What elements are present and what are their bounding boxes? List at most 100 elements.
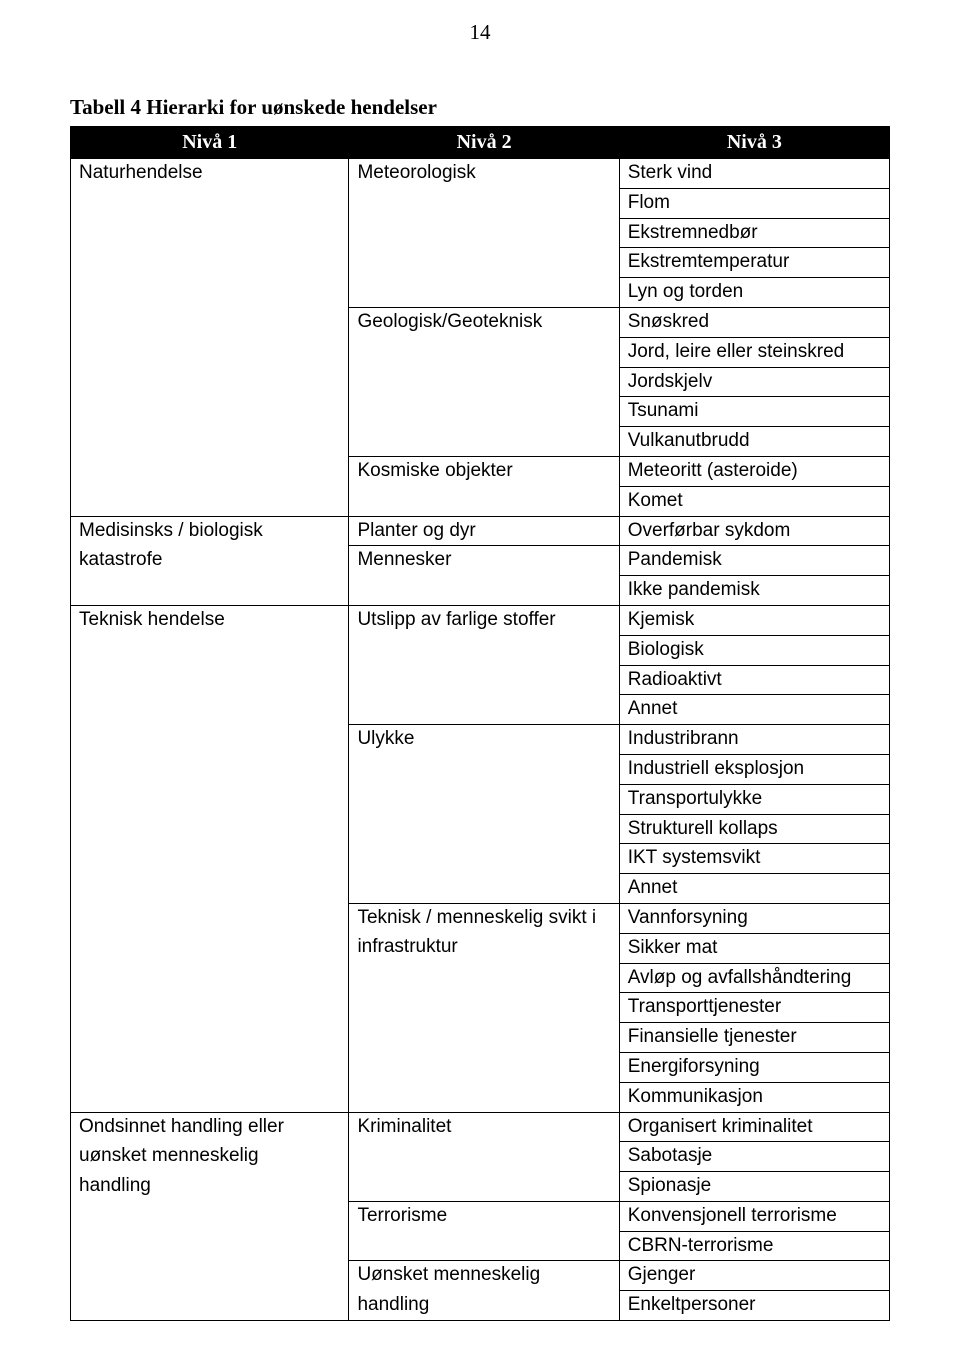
cell-nivaa3: Sabotasje: [619, 1142, 889, 1172]
table-row: Finansielle tjenester: [71, 1023, 890, 1053]
table-row: NaturhendelseMeteorologiskSterk vind: [71, 159, 890, 189]
table-row: Ondsinnet handling ellerKriminalitetOrga…: [71, 1112, 890, 1142]
table-row: TerrorismeKonvensjonell terrorisme: [71, 1201, 890, 1231]
table-header-row: Nivå 1 Nivå 2 Nivå 3: [71, 127, 890, 159]
cell-nivaa2: Kriminalitet: [349, 1112, 619, 1142]
cell-nivaa1: [71, 814, 349, 844]
cell-nivaa2: Uønsket menneskelig: [349, 1261, 619, 1291]
cell-nivaa2: [349, 635, 619, 665]
cell-nivaa2: [349, 963, 619, 993]
table-row: handlingEnkeltpersoner: [71, 1291, 890, 1321]
cell-nivaa1: [71, 427, 349, 457]
table-row: Vulkanutbrudd: [71, 427, 890, 457]
table-row: Teknisk hendelseUtslipp av farlige stoff…: [71, 605, 890, 635]
cell-nivaa3: Annet: [619, 695, 889, 725]
table-row: Komet: [71, 486, 890, 516]
cell-nivaa1: [71, 963, 349, 993]
cell-nivaa1: [71, 1291, 349, 1321]
table-row: Annet: [71, 874, 890, 904]
cell-nivaa2: Utslipp av farlige stoffer: [349, 605, 619, 635]
table-row: Avløp og avfallshåndtering: [71, 963, 890, 993]
cell-nivaa3: Enkeltpersoner: [619, 1291, 889, 1321]
table-title: Tabell 4 Hierarki for uønskede hendelser: [70, 95, 890, 120]
cell-nivaa3: Kjemisk: [619, 605, 889, 635]
cell-nivaa3: Ekstremnedbør: [619, 218, 889, 248]
cell-nivaa3: Organisert kriminalitet: [619, 1112, 889, 1142]
table-row: Uønsket menneskeligGjenger: [71, 1261, 890, 1291]
cell-nivaa2: Kosmiske objekter: [349, 456, 619, 486]
cell-nivaa2: [349, 1023, 619, 1053]
cell-nivaa3: Kommunikasjon: [619, 1082, 889, 1112]
cell-nivaa2: Terrorisme: [349, 1201, 619, 1231]
cell-nivaa1: [71, 486, 349, 516]
cell-nivaa1: [71, 933, 349, 963]
cell-nivaa2: Planter og dyr: [349, 516, 619, 546]
cell-nivaa1: [71, 665, 349, 695]
cell-nivaa2: handling: [349, 1291, 619, 1321]
cell-nivaa1: [71, 278, 349, 308]
cell-nivaa1: [71, 754, 349, 784]
cell-nivaa1: [71, 844, 349, 874]
cell-nivaa1: [71, 695, 349, 725]
table-row: Kosmiske objekterMeteoritt (asteroide): [71, 456, 890, 486]
cell-nivaa2: [349, 754, 619, 784]
cell-nivaa2: [349, 814, 619, 844]
cell-nivaa3: Meteoritt (asteroide): [619, 456, 889, 486]
table-row: Flom: [71, 188, 890, 218]
table-row: Medisinsks / biologiskPlanter og dyrOver…: [71, 516, 890, 546]
cell-nivaa1: [71, 1052, 349, 1082]
cell-nivaa3: Vannforsyning: [619, 903, 889, 933]
cell-nivaa1: [71, 1261, 349, 1291]
cell-nivaa2: [349, 248, 619, 278]
cell-nivaa2: [349, 486, 619, 516]
table-row: Ekstremtemperatur: [71, 248, 890, 278]
cell-nivaa2: [349, 337, 619, 367]
table-row: Geologisk/GeotekniskSnøskred: [71, 307, 890, 337]
header-nivaa1: Nivå 1: [71, 127, 349, 159]
hierarchy-table: Nivå 1 Nivå 2 Nivå 3 NaturhendelseMeteor…: [70, 126, 890, 1321]
cell-nivaa3: Overførbar sykdom: [619, 516, 889, 546]
cell-nivaa1: katastrofe: [71, 546, 349, 576]
cell-nivaa1: [71, 1231, 349, 1261]
cell-nivaa3: Biologisk: [619, 635, 889, 665]
cell-nivaa3: Radioaktivt: [619, 665, 889, 695]
cell-nivaa2: [349, 665, 619, 695]
cell-nivaa1: [71, 725, 349, 755]
cell-nivaa1: [71, 784, 349, 814]
cell-nivaa2: [349, 218, 619, 248]
cell-nivaa3: Gjenger: [619, 1261, 889, 1291]
cell-nivaa2: [349, 1052, 619, 1082]
page-number: 14: [70, 20, 890, 45]
cell-nivaa2: [349, 397, 619, 427]
cell-nivaa3: Konvensjonell terrorisme: [619, 1201, 889, 1231]
cell-nivaa3: Sikker mat: [619, 933, 889, 963]
cell-nivaa2: Teknisk / menneskelig svikt i: [349, 903, 619, 933]
table-row: Transporttjenester: [71, 993, 890, 1023]
cell-nivaa3: Pandemisk: [619, 546, 889, 576]
cell-nivaa2: [349, 576, 619, 606]
cell-nivaa1: Ondsinnet handling eller: [71, 1112, 349, 1142]
cell-nivaa2: Meteorologisk: [349, 159, 619, 189]
table-row: Teknisk / menneskelig svikt iVannforsyni…: [71, 903, 890, 933]
cell-nivaa1: [71, 367, 349, 397]
cell-nivaa2: [349, 993, 619, 1023]
cell-nivaa3: Sterk vind: [619, 159, 889, 189]
cell-nivaa2: [349, 1142, 619, 1172]
table-row: Jordskjelv: [71, 367, 890, 397]
cell-nivaa2: [349, 784, 619, 814]
cell-nivaa1: [71, 397, 349, 427]
cell-nivaa1: [71, 188, 349, 218]
cell-nivaa2: [349, 427, 619, 457]
cell-nivaa2: [349, 1231, 619, 1261]
cell-nivaa3: Komet: [619, 486, 889, 516]
table-row: UlykkeIndustribrann: [71, 725, 890, 755]
table-row: Biologisk: [71, 635, 890, 665]
cell-nivaa1: Naturhendelse: [71, 159, 349, 189]
cell-nivaa1: [71, 218, 349, 248]
cell-nivaa2: [349, 188, 619, 218]
cell-nivaa1: [71, 248, 349, 278]
table-row: Tsunami: [71, 397, 890, 427]
table-row: IKT systemsvikt: [71, 844, 890, 874]
cell-nivaa1: [71, 337, 349, 367]
cell-nivaa3: Jordskjelv: [619, 367, 889, 397]
